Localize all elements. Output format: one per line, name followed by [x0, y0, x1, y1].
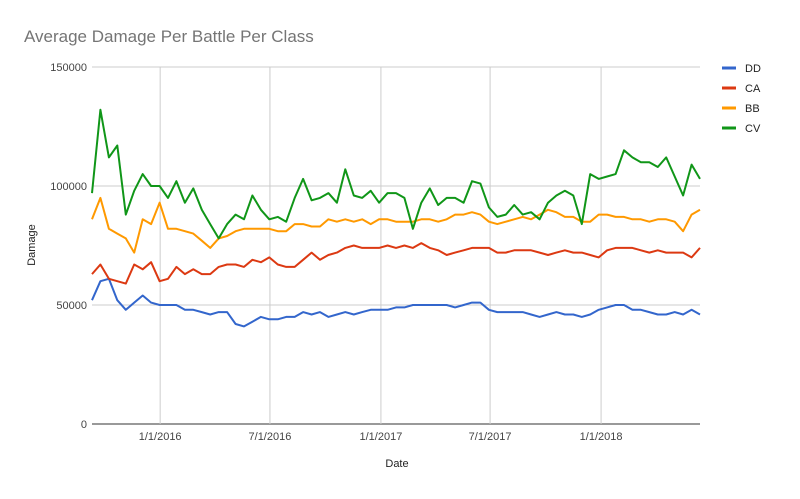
- y-tick-label: 0: [81, 419, 87, 431]
- gridlines: [92, 66, 700, 425]
- y-axis-label: Damage: [26, 224, 38, 266]
- legend-label-dd: DD: [745, 63, 761, 75]
- x-tick-label: 1/1/2018: [580, 431, 623, 443]
- y-axis-ticks: 0 50000 100000 150000: [50, 62, 87, 431]
- x-axis-ticks: 1/1/2016 7/1/2016 1/1/2017 7/1/2017 1/1/2018: [139, 431, 623, 443]
- series-line-bb: [91, 196, 701, 254]
- y-tick-label: 50000: [56, 300, 87, 312]
- series-line-ca: [91, 242, 701, 285]
- y-tick-label: 100000: [50, 181, 87, 193]
- x-tick-label: 7/1/2017: [469, 431, 512, 443]
- legend-label-ca: CA: [745, 83, 761, 95]
- chart-title: Average Damage Per Battle Per Class: [24, 27, 314, 46]
- series-line-cv: [91, 108, 701, 240]
- x-tick-label: 7/1/2016: [249, 431, 292, 443]
- x-tick-label: 1/1/2017: [360, 431, 403, 443]
- series-lines: [91, 108, 701, 328]
- x-axis-label: Date: [385, 458, 408, 470]
- x-tick-label: 1/1/2016: [139, 431, 182, 443]
- y-tick-label: 150000: [50, 62, 87, 74]
- series-line-dd: [91, 277, 701, 328]
- legend: DD CA BB CV: [722, 63, 761, 135]
- legend-label-cv: CV: [745, 123, 761, 135]
- legend-label-bb: BB: [745, 103, 760, 115]
